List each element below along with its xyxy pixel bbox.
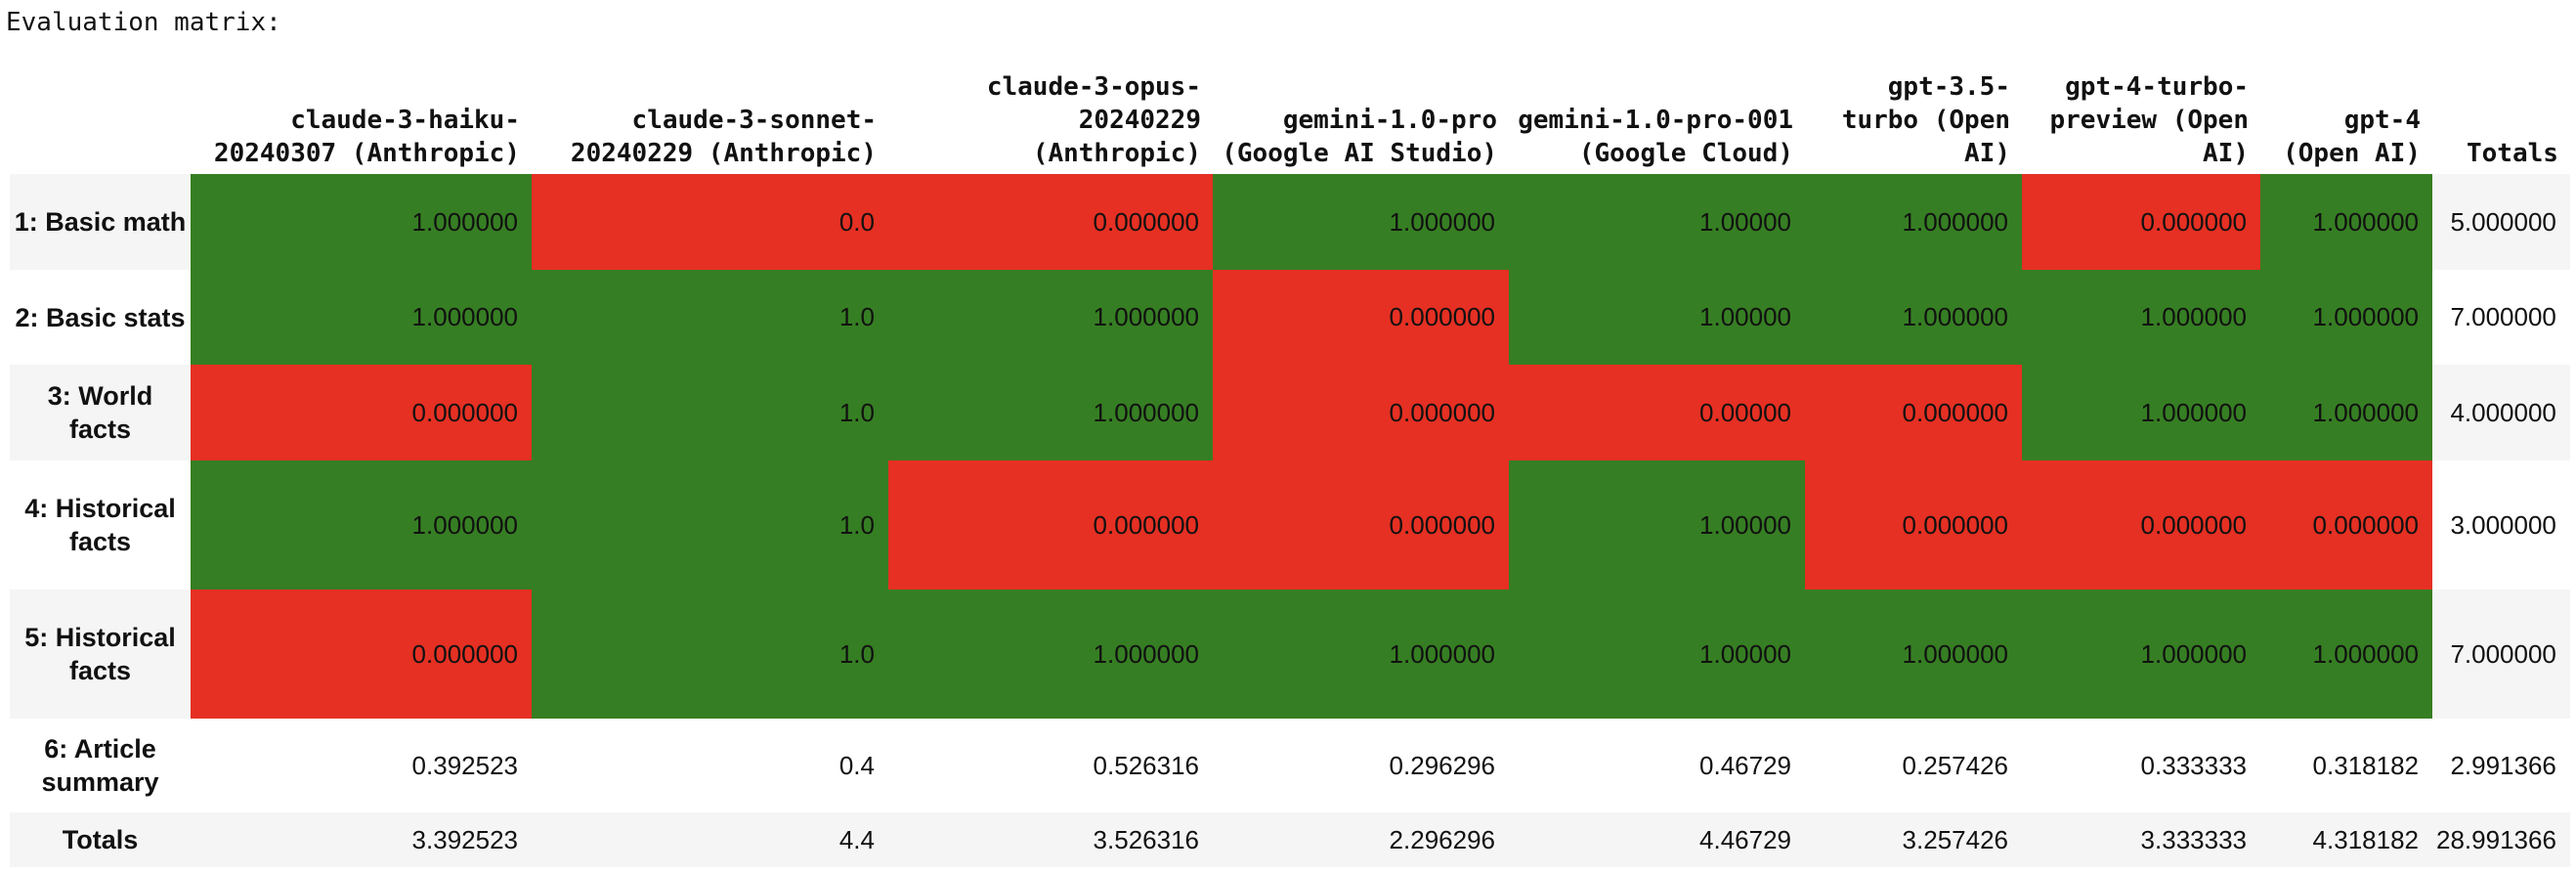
row-label: 4: Historical facts [24,494,176,556]
score-cell: 0.526316 [1093,750,1199,780]
totals-row: Totals 3.392523 4.4 3.526316 2.296296 4.… [10,812,2570,867]
score-cell: 1.00000 [1509,270,1805,365]
row-label: 2: Basic stats [15,302,186,332]
column-total-cell: 3.257426 [1902,824,2008,854]
score-cell: 1.000000 [2260,270,2432,365]
score-cell: 1.000000 [1805,270,2022,365]
column-total-cell: 2.296296 [1389,824,1495,854]
evaluation-matrix-table: claude-3-haiku-20240307 (Anthropic) clau… [10,56,2570,867]
score-cell: 1.000000 [191,460,532,590]
table-row: 5: Historical facts 0.000000 1.0 1.00000… [10,590,2570,719]
score-cell: 1.000000 [888,365,1213,460]
matrix-caption: Evaluation matrix: [6,8,281,37]
score-cell: 1.000000 [1805,174,2022,270]
row-total-cell: 4.000000 [2450,397,2556,427]
row-total-cell: 2.991366 [2450,750,2556,780]
score-cell: 1.0 [532,365,888,460]
column-total-cell: 4.46729 [1699,824,1791,854]
column-header-gpt-4: gpt-4 (Open AI) [2283,106,2421,168]
header-row: claude-3-haiku-20240307 (Anthropic) clau… [10,56,2570,174]
column-header-gpt-4-turbo-preview: gpt-4-turbo-preview (Open AI) [2049,72,2250,168]
table-row: 1: Basic math 1.000000 0.0 0.000000 1.00… [10,174,2570,270]
score-cell: 0.4 [838,750,875,780]
score-cell: 1.0 [532,590,888,719]
score-cell: 0.000000 [2022,174,2260,270]
table-row: 6: Article summary 0.392523 0.4 0.526316… [10,719,2570,812]
score-cell: 1.000000 [888,590,1213,719]
column-total-cell: 3.392523 [411,824,518,854]
score-cell: 0.000000 [1213,365,1509,460]
score-cell: 0.392523 [411,750,518,780]
score-cell: 0.0 [532,174,888,270]
row-total-cell: 7.000000 [2450,638,2556,669]
score-cell: 1.000000 [2260,174,2432,270]
table-row: 4: Historical facts 1.000000 1.0 0.00000… [10,460,2570,590]
column-total-cell: 3.526316 [1093,824,1199,854]
score-cell: 0.000000 [2022,460,2260,590]
column-header-sonnet: claude-3-sonnet-20240229 (Anthropic) [570,106,877,168]
row-label: 6: Article summary [41,734,159,797]
score-cell: 1.000000 [2260,365,2432,460]
score-cell: 0.333333 [2140,750,2247,780]
column-total-cell: 4.318182 [2312,824,2419,854]
score-cell: 0.000000 [888,460,1213,590]
score-cell: 1.000000 [2022,365,2260,460]
column-header-totals: Totals [2466,139,2558,168]
column-header-gpt-3-5-turbo: gpt-3.5-turbo (Open AI) [1841,72,2010,168]
score-cell: 1.000000 [2022,590,2260,719]
score-cell: 1.000000 [2260,590,2432,719]
score-cell: 0.000000 [191,365,532,460]
score-cell: 1.000000 [888,270,1213,365]
score-cell: 0.000000 [1805,460,2022,590]
score-cell: 0.000000 [888,174,1213,270]
score-cell: 0.000000 [2260,460,2432,590]
score-cell: 0.000000 [1213,460,1509,590]
index-header [10,56,191,174]
column-total-cell: 3.333333 [2140,824,2247,854]
column-total-cell: 4.4 [838,824,875,854]
row-label: 5: Historical facts [24,623,176,685]
score-cell: 0.46729 [1699,750,1791,780]
score-cell: 0.00000 [1509,365,1805,460]
score-cell: 1.00000 [1509,460,1805,590]
score-cell: 1.000000 [1805,590,2022,719]
score-cell: 1.000000 [2022,270,2260,365]
column-header-opus: claude-3-opus-20240229 (Anthropic) [986,72,1201,168]
score-cell: 1.000000 [191,270,532,365]
table-row: 2: Basic stats 1.000000 1.0 1.000000 0.0… [10,270,2570,365]
score-cell: 1.000000 [1213,174,1509,270]
row-label: Totals [62,825,139,854]
row-label: 1: Basic math [14,207,187,237]
score-cell: 0.296296 [1389,750,1495,780]
score-cell: 1.0 [532,270,888,365]
column-header-haiku: claude-3-haiku-20240307 (Anthropic) [213,106,520,168]
grand-total-cell: 28.991366 [2436,824,2556,854]
column-header-gemini-ai-studio: gemini-1.0-pro (Google AI Studio) [1222,106,1497,168]
score-cell: 0.000000 [191,590,532,719]
score-cell: 0.000000 [1213,270,1509,365]
score-cell: 1.00000 [1509,174,1805,270]
score-cell: 0.000000 [1805,365,2022,460]
table-row: 3: World facts 0.000000 1.0 1.000000 0.0… [10,365,2570,460]
row-total-cell: 7.000000 [2450,302,2556,331]
score-cell: 1.00000 [1509,590,1805,719]
score-cell: 1.0 [532,460,888,590]
row-label: 3: World facts [47,381,153,444]
score-cell: 0.257426 [1902,750,2008,780]
score-cell: 0.318182 [2312,750,2419,780]
column-header-gemini-cloud: gemini-1.0-pro-001 (Google Cloud) [1518,106,1793,168]
score-cell: 1.000000 [1213,590,1509,719]
score-cell: 1.000000 [191,174,532,270]
row-total-cell: 3.000000 [2450,509,2556,540]
row-total-cell: 5.000000 [2450,206,2556,237]
